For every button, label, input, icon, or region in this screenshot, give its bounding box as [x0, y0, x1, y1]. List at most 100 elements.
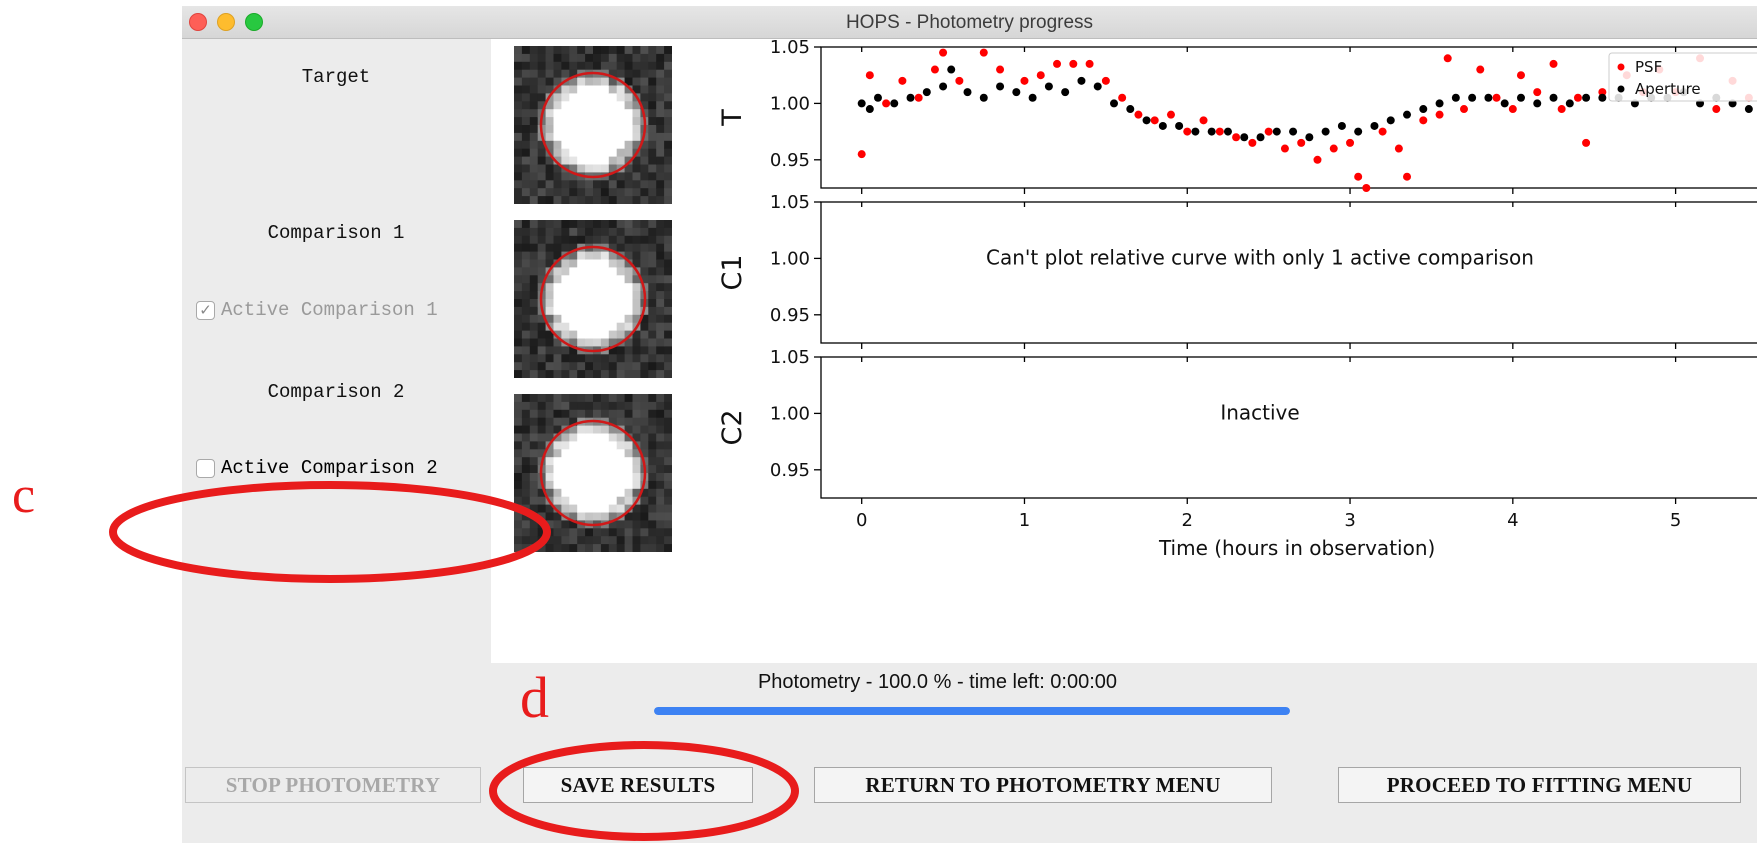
y-axis-label: C1 [717, 254, 748, 290]
y-tick-label: 1.00 [770, 248, 810, 269]
data-point [1142, 116, 1151, 125]
active-comparison-1-checkbox[interactable]: ✓ Active Comparison 1 [196, 299, 486, 321]
return-to-photometry-menu-button[interactable]: RETURN TO PHOTOMETRY MENU [814, 767, 1272, 803]
light-curve-plot: 0.95 1.00 1.05 T 0.95 1.00 1.05 C1 Can't plot re… [717, 39, 1757, 560]
data-point [979, 48, 988, 57]
data-point [1508, 105, 1517, 114]
data-point [1118, 93, 1127, 102]
hops-window: HOPS - Photometry progress Target Compar… [182, 6, 1757, 843]
data-point [1199, 116, 1208, 125]
data-point [1036, 71, 1045, 80]
data-point [1419, 116, 1428, 125]
data-point [1403, 172, 1412, 181]
data-point [939, 82, 948, 91]
data-point [873, 93, 882, 102]
data-point [1435, 99, 1444, 108]
photometry-progress-bar [654, 707, 1290, 715]
data-point [1443, 54, 1452, 63]
y-tick-label: 0.95 [770, 150, 810, 171]
series-psf [857, 48, 1753, 192]
legend-marker [1617, 63, 1625, 71]
data-point [1305, 133, 1314, 142]
data-point [1158, 121, 1167, 130]
data-point [1500, 99, 1509, 108]
legend-box [1608, 52, 1757, 102]
x-tick-label: 2 [1182, 510, 1193, 531]
active-comparison-1-label: Active Comparison 1 [221, 299, 438, 321]
checkbox-unchecked-icon [196, 458, 215, 478]
data-point [922, 88, 931, 97]
data-point [1280, 144, 1289, 153]
data-point [1012, 88, 1021, 97]
comparison-1-label: Comparison 1 [267, 222, 405, 244]
data-point [1354, 172, 1363, 181]
data-point [1468, 93, 1477, 102]
data-point [1557, 105, 1566, 114]
data-point [1712, 105, 1721, 114]
data-point [996, 65, 1005, 74]
comparison-1-star-image [514, 220, 672, 378]
data-point [1435, 110, 1444, 119]
y-axis-label: C2 [717, 409, 748, 445]
data-point [1362, 184, 1371, 192]
data-point [1744, 105, 1753, 114]
data-point [1573, 93, 1582, 102]
save-results-button[interactable]: SAVE RESULTS [523, 767, 753, 803]
data-point [1215, 127, 1224, 136]
target-label: Target [301, 66, 371, 88]
data-point [1232, 133, 1241, 142]
data-point [857, 150, 866, 159]
panel-message: Can't plot relative curve with only 1 ac… [986, 245, 1534, 269]
active-comparison-2-checkbox[interactable]: Active Comparison 2 [196, 457, 486, 479]
data-point [1492, 93, 1501, 102]
data-point [930, 65, 939, 74]
data-point [1044, 82, 1053, 91]
data-point [1329, 144, 1338, 153]
data-point [1126, 105, 1135, 114]
data-point [1354, 127, 1363, 136]
legend-entry: Aperture [1635, 80, 1701, 98]
data-point [1069, 59, 1078, 68]
data-point [1419, 105, 1428, 114]
y-tick-label: 0.95 [770, 305, 810, 326]
y-tick-label: 1.00 [770, 93, 810, 114]
data-point [1403, 110, 1412, 119]
comparison-2-star-image [514, 394, 672, 552]
data-point [1313, 155, 1322, 164]
title-bar: HOPS - Photometry progress [182, 6, 1757, 39]
active-comparison-2-label: Active Comparison 2 [221, 457, 438, 479]
panel-message: Inactive [1220, 400, 1299, 424]
data-point [1061, 88, 1070, 97]
y-tick-label: 1.05 [770, 347, 810, 368]
data-point [963, 88, 972, 97]
photometry-status: Photometry - 100.0 % - time left: 0:00:0… [182, 671, 1757, 694]
data-point [1085, 59, 1094, 68]
data-point [996, 82, 1005, 91]
comparison-2-label: Comparison 2 [267, 381, 405, 403]
data-point [1582, 138, 1591, 147]
proceed-to-fitting-menu-button[interactable]: PROCEED TO FITTING MENU [1338, 767, 1741, 803]
data-point [1077, 76, 1086, 85]
data-point [1476, 65, 1485, 74]
data-point [1264, 127, 1273, 136]
data-point [1175, 121, 1184, 130]
data-point [1028, 93, 1037, 102]
data-point [1289, 127, 1298, 136]
x-axis-label: Time (hours in observation) [1158, 536, 1435, 560]
target-star-image [514, 46, 672, 204]
stop-photometry-button[interactable]: STOP PHOTOMETRY [185, 767, 481, 803]
data-point [1598, 93, 1607, 102]
y-tick-label: 1.05 [770, 39, 810, 58]
axes-frame [820, 201, 1757, 344]
data-point [914, 93, 923, 102]
data-point [1337, 121, 1346, 130]
data-point [1549, 93, 1558, 102]
data-point [1166, 110, 1175, 119]
data-point [1394, 144, 1403, 153]
data-point [1110, 99, 1119, 108]
x-tick-label: 3 [1344, 510, 1355, 531]
close-window-button[interactable] [189, 13, 207, 31]
maximize-window-button[interactable] [245, 13, 263, 31]
minimize-window-button[interactable] [217, 13, 235, 31]
annotation-d: d [520, 665, 549, 730]
